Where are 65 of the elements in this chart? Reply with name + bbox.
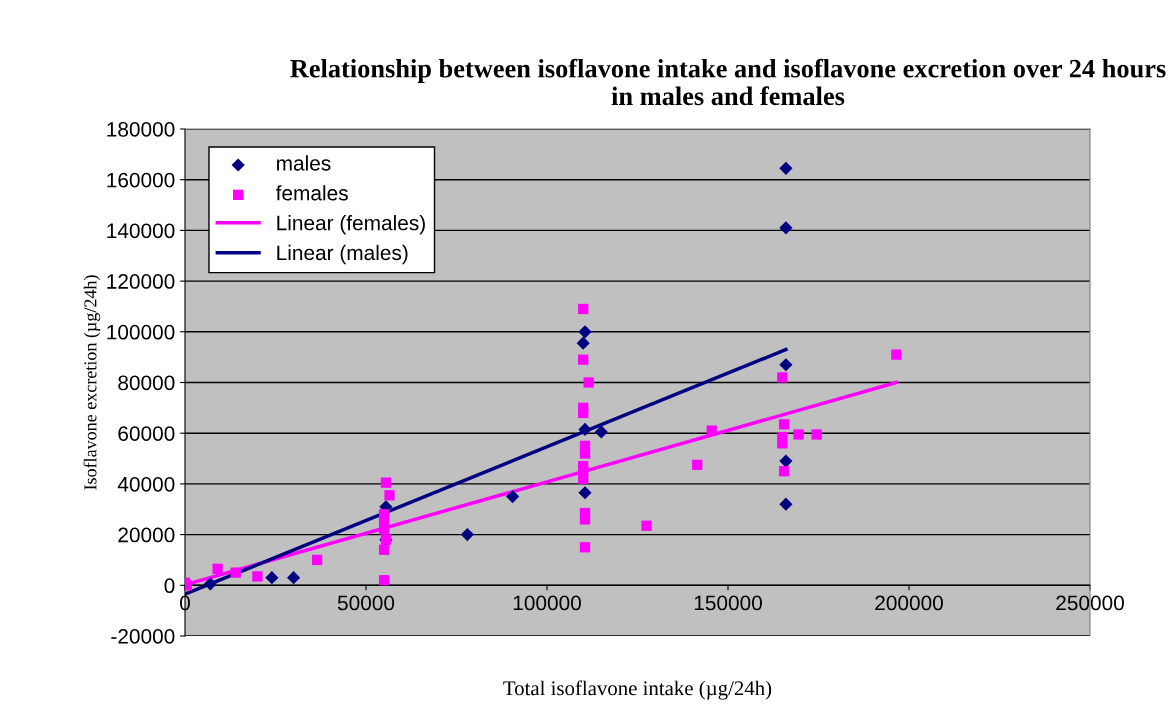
point: [212, 563, 223, 574]
point: [378, 544, 390, 555]
point: [891, 349, 902, 360]
point: [578, 325, 592, 339]
x-axis-title: Total isoflavone intake (µg/24h): [503, 680, 772, 700]
point: [311, 554, 323, 566]
legend-label: females: [275, 185, 348, 201]
point: [380, 477, 392, 488]
y-tick-label: 140000: [107, 223, 175, 239]
x-tick-label: 100000: [513, 595, 581, 611]
point: [384, 490, 395, 501]
point: [779, 454, 793, 468]
point: [706, 425, 717, 436]
y-tick-label: -20000: [111, 629, 175, 644]
point: [578, 486, 592, 500]
point: [578, 473, 589, 484]
point: [378, 575, 390, 586]
point: [594, 425, 608, 439]
point: [777, 438, 788, 449]
point: [578, 303, 589, 315]
point: [579, 448, 591, 459]
point: [692, 459, 703, 471]
point: [779, 358, 793, 372]
chart-title: Relationship between isoflavone intake and isoflavone excretion over 24 hours in males and females: [290, 58, 1166, 106]
point: [578, 407, 589, 419]
y-tick-label: 40000: [117, 476, 175, 492]
point: [576, 336, 590, 350]
y-tick-label: 60000: [118, 426, 175, 441]
point: [579, 542, 591, 553]
point: [460, 528, 474, 542]
y-tick-label: 20000: [118, 527, 175, 543]
point: [779, 221, 793, 235]
point: [579, 514, 591, 525]
y-tick-label: 120000: [107, 274, 175, 289]
point: [779, 497, 793, 511]
legend-label: Linear (females): [277, 215, 425, 235]
point: [578, 354, 589, 365]
point: [641, 520, 652, 531]
x-tick-label: 250000: [1056, 595, 1124, 611]
y-tick-label: 80000: [118, 375, 175, 391]
point: [203, 577, 217, 591]
point: [778, 466, 790, 477]
y-tick-label: 100000: [107, 324, 175, 340]
point: [811, 429, 822, 440]
point: [378, 524, 390, 535]
point: [777, 372, 788, 383]
point: [287, 571, 301, 585]
x-tick-label: 50000: [337, 595, 395, 611]
point: [265, 571, 279, 585]
y-tick-label: 160000: [107, 172, 175, 188]
point: [506, 489, 520, 504]
point: [252, 571, 263, 582]
point: [230, 567, 241, 578]
legend-label: Linear (males): [277, 244, 408, 265]
legend-label: males: [277, 155, 331, 171]
point: [779, 161, 793, 175]
point: [578, 422, 592, 436]
point: [793, 429, 804, 440]
x-tick-label: 200000: [875, 595, 943, 611]
point: [778, 419, 790, 430]
y-axis-title: Isoflavone excretion (µg/24h): [83, 275, 101, 490]
point: [583, 377, 594, 388]
y-tick-label: 0: [164, 578, 175, 594]
y-tick-label: 180000: [107, 122, 175, 137]
x-tick-label: 150000: [694, 595, 762, 611]
